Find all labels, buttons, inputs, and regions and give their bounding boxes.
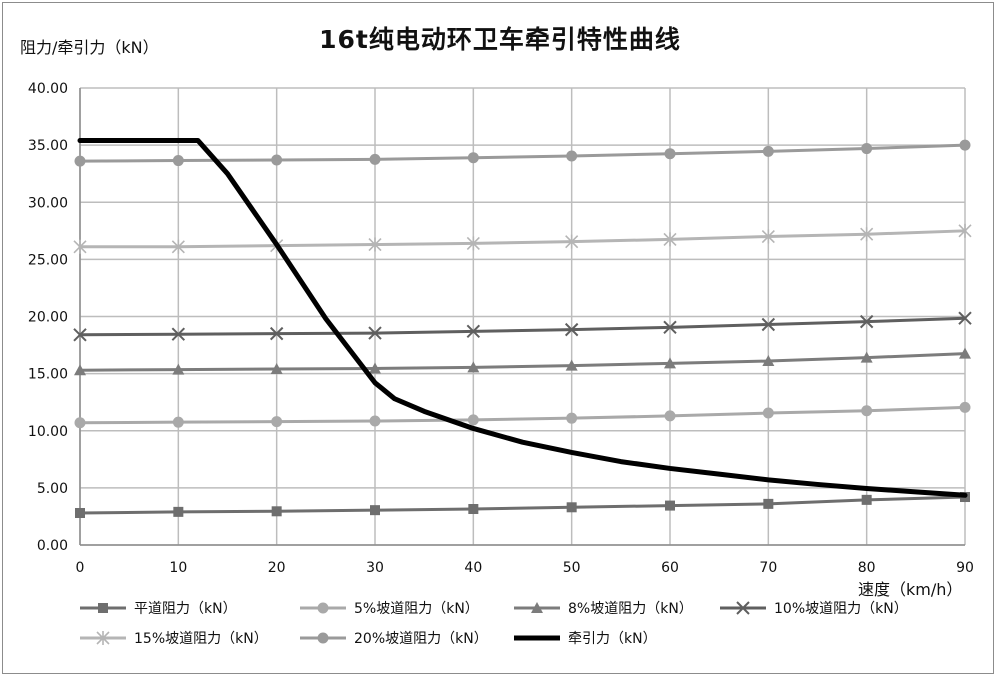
data-point <box>664 410 676 422</box>
data-point <box>171 239 185 254</box>
x-axis-label: 速度（km/h） <box>858 580 963 599</box>
data-point <box>271 154 283 166</box>
data-point <box>368 326 382 340</box>
series-3 <box>73 311 972 342</box>
series-line <box>78 495 967 515</box>
y-axis-label: 阻力/牵引力（kN） <box>20 38 159 57</box>
y-tick-label: 10.00 <box>28 424 68 440</box>
data-point <box>860 351 873 363</box>
series-line <box>78 143 967 163</box>
series-1 <box>74 401 971 429</box>
data-point <box>959 347 971 359</box>
series-line <box>78 229 967 249</box>
data-point <box>369 153 381 165</box>
data-point <box>761 229 775 244</box>
data-point <box>861 405 873 417</box>
series-line <box>77 138 968 498</box>
data-point <box>959 401 971 413</box>
x-tick-label: 90 <box>956 560 974 576</box>
series-0 <box>75 492 970 519</box>
series-line <box>78 405 967 425</box>
data-point <box>172 416 184 428</box>
data-point <box>269 326 284 341</box>
data-point <box>861 494 872 505</box>
x-tick-label: 40 <box>464 560 482 576</box>
y-tick-label: 15.00 <box>28 367 68 383</box>
data-point <box>467 361 480 373</box>
y-tick-label: 40.00 <box>28 81 68 97</box>
data-point <box>270 363 283 375</box>
data-point <box>564 322 579 337</box>
data-point <box>566 412 578 424</box>
y-tick-label: 35.00 <box>28 138 68 154</box>
y-tick-label: 20.00 <box>28 310 68 326</box>
data-point <box>271 506 282 517</box>
x-tick-label: 30 <box>366 560 384 576</box>
series-6 <box>77 138 968 498</box>
y-tick-label: 30.00 <box>28 195 68 211</box>
data-point <box>271 416 283 428</box>
data-point <box>762 145 774 157</box>
data-point <box>958 223 972 238</box>
data-point <box>74 155 86 167</box>
series-5 <box>74 139 971 167</box>
data-point <box>565 359 578 371</box>
x-tick-label: 20 <box>268 560 286 576</box>
data-point <box>73 328 87 342</box>
data-point <box>958 311 972 325</box>
x-tick-label: 50 <box>563 560 581 576</box>
data-point <box>172 155 184 167</box>
data-point <box>762 355 775 367</box>
x-tick-label: 80 <box>858 560 876 576</box>
series-line <box>78 316 967 337</box>
data-point <box>173 506 184 517</box>
x-tick-label: 10 <box>169 560 187 576</box>
data-point <box>665 500 675 511</box>
data-point <box>467 414 479 426</box>
y-tick-label: 25.00 <box>28 252 68 268</box>
data-point <box>466 324 481 339</box>
data-point <box>664 357 676 369</box>
data-point <box>467 152 479 164</box>
y-tick-label: 5.00 <box>37 481 68 497</box>
data-point <box>763 498 774 509</box>
data-point <box>860 227 874 242</box>
data-point <box>369 415 381 427</box>
data-point <box>468 504 479 515</box>
y-tick-label: 0.00 <box>37 538 68 554</box>
series-4 <box>73 223 972 254</box>
data-point <box>664 148 676 160</box>
data-point <box>73 239 87 254</box>
x-tick-label: 60 <box>661 560 679 576</box>
data-point <box>368 237 382 252</box>
data-point <box>565 234 579 249</box>
data-point <box>74 417 86 429</box>
data-point <box>369 362 381 374</box>
data-point <box>566 502 577 513</box>
series-line <box>78 352 967 372</box>
data-point <box>959 139 971 151</box>
data-point <box>761 317 776 332</box>
chart-title: 16t纯电动环卫车牵引特性曲线 <box>319 25 681 54</box>
data-point <box>762 407 774 419</box>
data-point <box>663 232 677 247</box>
series-2 <box>74 347 971 376</box>
data-point <box>566 150 578 162</box>
data-point <box>75 508 85 519</box>
data-point <box>859 314 874 329</box>
data-point <box>172 363 185 375</box>
data-point <box>861 143 873 155</box>
data-point <box>74 364 86 376</box>
data-point <box>370 505 380 516</box>
data-point <box>663 320 677 335</box>
x-tick-label: 70 <box>759 560 777 576</box>
data-point <box>466 236 480 251</box>
data-point <box>171 327 186 341</box>
x-tick-label: 0 <box>76 560 85 576</box>
